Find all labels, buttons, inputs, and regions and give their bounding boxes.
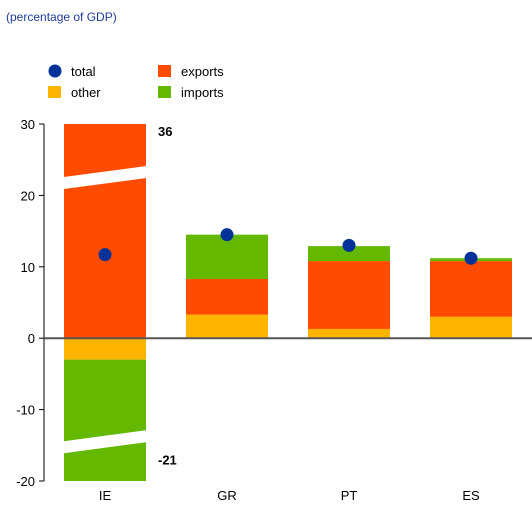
bar-ES-other [430, 316, 512, 339]
y-tick-label: -20 [16, 474, 35, 489]
legend-label-exports: exports [181, 64, 224, 79]
bar-PT-imports [308, 246, 390, 262]
total-dot-IE [98, 248, 112, 262]
x-tick-label-GR: GR [217, 488, 237, 503]
bar-GR-other [186, 314, 268, 339]
bar-ES-exports [430, 261, 512, 317]
bar-GR-exports [186, 278, 268, 315]
legend-marker-exports [158, 65, 171, 77]
bar-GR-imports [186, 234, 268, 279]
legend-label-total: total [71, 64, 96, 79]
y-tick-label: -10 [16, 403, 35, 418]
total-dot-ES [464, 251, 478, 265]
axis-breaks: 36 -21 [60, 124, 177, 468]
y-tick-label: 30 [21, 117, 35, 132]
bar-PT-exports [308, 261, 390, 329]
x-tick-label-PT: PT [341, 488, 358, 503]
legend-marker-total [48, 64, 62, 78]
legend-label-other: other [71, 85, 101, 100]
x-axis: IE GR PT ES [99, 488, 480, 503]
total-dot-PT [342, 238, 356, 252]
x-tick-label-IE: IE [99, 488, 112, 503]
bar-IE-other [64, 338, 146, 360]
bar-IE-exports [64, 124, 146, 339]
total-markers [98, 228, 478, 265]
axis-break-IE-imports [60, 429, 150, 454]
y-axis: 30 20 10 0 -10 -20 [16, 117, 45, 489]
y-tick-label: 0 [28, 331, 35, 346]
x-tick-label-ES: ES [462, 488, 480, 503]
bar-IE-imports [64, 359, 146, 481]
bars [64, 124, 512, 481]
y-tick-label: 20 [21, 188, 35, 203]
chart-subtitle: (percentage of GDP) [6, 10, 117, 24]
legend-label-imports: imports [181, 85, 224, 100]
legend: total exports other imports [48, 64, 224, 100]
bar-PT-other [308, 328, 390, 339]
break-label-IE-imports: -21 [158, 453, 177, 468]
y-tick-label: 10 [21, 260, 35, 275]
legend-marker-imports [158, 86, 171, 98]
axis-break-IE-exports [60, 165, 150, 190]
legend-marker-other [48, 86, 61, 98]
break-label-IE-exports: 36 [158, 124, 172, 139]
total-dot-GR [220, 228, 234, 242]
